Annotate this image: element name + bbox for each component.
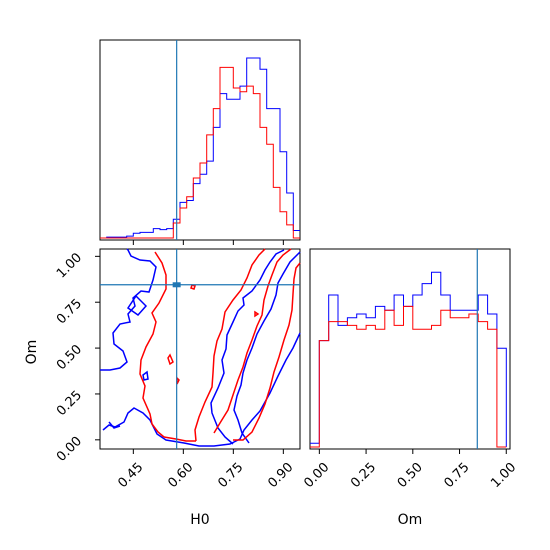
- om-histogram-step-1: [310, 305, 507, 448]
- truth-marker: [172, 282, 181, 288]
- h0-histogram-series: [100, 57, 300, 239]
- red-small-blip-2: [190, 284, 196, 290]
- y-tick-label-0: 0.00: [54, 434, 85, 465]
- om-tick-label-2: 0.50: [395, 460, 426, 491]
- h0-histogram-ticks: [132, 240, 284, 245]
- h0-histogram-panel: [99, 39, 301, 245]
- om-tick-label-1: 0.25: [348, 460, 379, 491]
- x-tick-label-3: 0.90: [265, 460, 296, 491]
- red-small-blip-1: [167, 353, 174, 366]
- x-tick-label-1: 0.60: [165, 460, 196, 491]
- h0-histogram-frame: [99, 39, 301, 241]
- blue-contour-lowleft: [108, 421, 121, 429]
- om-histogram-frame: [309, 248, 511, 450]
- om-histogram-series: [310, 271, 507, 448]
- blue-inner-contour-right: [233, 251, 301, 444]
- red-inner-contour-far: [233, 262, 301, 441]
- red-contours: [139, 248, 301, 442]
- y-tick-label-3: 0.75: [54, 296, 85, 327]
- x-tick-label-2: 0.75: [215, 460, 246, 491]
- red-small-blip-3: [254, 310, 260, 318]
- x-axis-label-h0: H0: [190, 512, 209, 528]
- blue-small-blip: [142, 370, 149, 381]
- y-tick-label-4: 1.00: [54, 250, 85, 281]
- om-histogram-ticks: 0.00 0.25 0.50 0.75 1.00: [301, 449, 519, 491]
- blue-outer-contour-lower: [102, 332, 301, 447]
- contour-panel: 0.45 0.60 0.75 0.900.000.250.500.751.00 H0 …: [24, 248, 301, 528]
- blue-outer-contour-left: [100, 248, 157, 371]
- h0-histogram-step-0: [100, 57, 300, 239]
- red-outer-contour-right: [194, 248, 266, 442]
- x-axis-label-om: Om: [398, 512, 423, 528]
- red-inner-contour-right: [213, 248, 292, 434]
- om-tick-label-4: 1.00: [488, 460, 519, 491]
- x-tick-label-0: 0.45: [115, 460, 146, 491]
- blue-outer-contour-right: [210, 249, 285, 445]
- blue-contours: [100, 248, 301, 447]
- y-axis-label-om: Om: [24, 340, 40, 365]
- h0-histogram-step-1: [100, 66, 300, 239]
- om-tick-label-3: 0.75: [442, 460, 473, 491]
- y-tick-label-1: 0.25: [54, 388, 85, 419]
- om-tick-label-0: 0.00: [301, 460, 332, 491]
- blue-inner-contour-small: [126, 294, 148, 316]
- red-outer-contour-lower: [163, 436, 196, 442]
- y-tick-label-2: 0.50: [54, 342, 85, 373]
- om-histogram-panel: 0.00 0.25 0.50 0.75 1.00 Om: [301, 248, 519, 528]
